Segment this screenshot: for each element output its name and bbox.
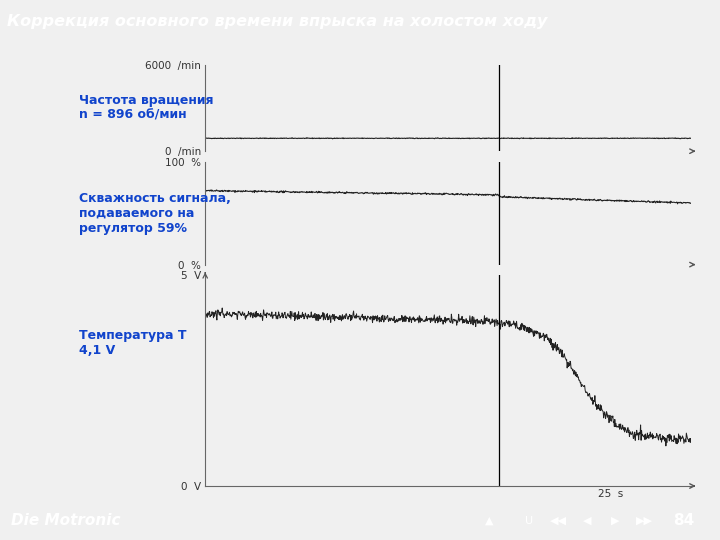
Text: Коррекция основного времени впрыска на холостом ходу: Коррекция основного времени впрыска на х… (7, 14, 548, 29)
Text: Скважность сигнала,
подаваемого на
регулятор 59%: Скважность сигнала, подаваемого на регул… (79, 192, 230, 235)
Text: U: U (525, 516, 534, 525)
Text: Температура Т
4,1 V: Температура Т 4,1 V (79, 329, 186, 357)
Text: ◀: ◀ (582, 516, 591, 525)
Text: Частота вращения
n = 896 об/мин: Частота вращения n = 896 об/мин (79, 94, 213, 122)
Text: Die Motronic: Die Motronic (11, 513, 120, 528)
Text: 84: 84 (673, 513, 695, 528)
Text: ▶▶: ▶▶ (636, 516, 653, 525)
Text: ▲: ▲ (485, 516, 494, 525)
Text: ◀◀: ◀◀ (549, 516, 567, 525)
Text: ▶: ▶ (611, 516, 620, 525)
